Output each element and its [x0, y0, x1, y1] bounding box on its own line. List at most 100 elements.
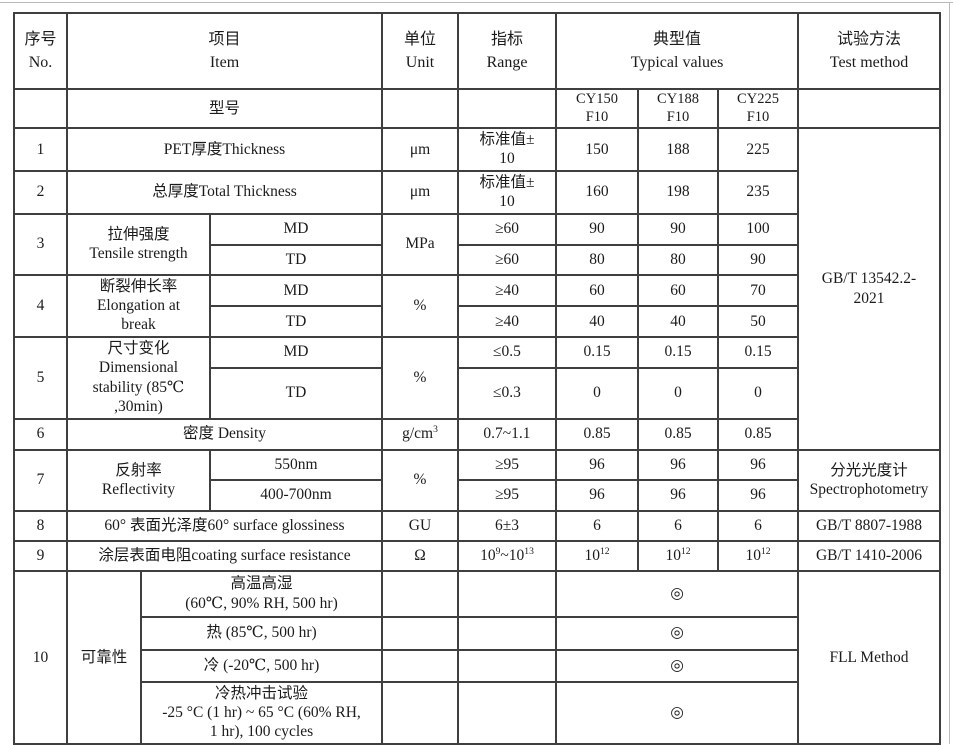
row-number: 4	[13, 273, 68, 338]
header-range-cell: 指标 Range	[457, 12, 557, 90]
row-number: 2	[13, 169, 68, 215]
item-cell: 可靠性	[66, 569, 142, 745]
row-number: 5	[13, 335, 68, 420]
range-cell: ≥40	[457, 273, 557, 308]
table-row-2: 2 总厚度Total Thickness μm 标准值± 10 160 198 …	[13, 169, 940, 215]
value-sup: 12	[760, 545, 771, 557]
table-row-10-cold: 冷 (-20℃, 500 hr) ◎	[14, 648, 940, 683]
range-cell: ≥95	[457, 479, 557, 512]
value-cell: 6	[717, 509, 799, 542]
unit-cell: GU	[381, 509, 459, 542]
value-cell: 0.85	[555, 417, 639, 451]
item-cell: 涂层表面电阻coating surface resistance	[66, 539, 383, 572]
model-cell-cy188: CY188 F10	[637, 88, 719, 129]
empty-cell	[381, 680, 459, 745]
direction-cell: 550nm	[209, 448, 383, 481]
value-cell: 188	[637, 127, 719, 172]
value-cell: 50	[717, 305, 799, 338]
empty-cell	[457, 569, 557, 618]
item-cell: 60° 表面光泽度60° surface glossiness	[66, 509, 383, 542]
unit-cell: μm	[381, 169, 459, 215]
model-cell-cy225: CY225 F10	[717, 88, 799, 129]
value-cell: 150	[555, 127, 639, 172]
header-unit-cell: 单位 Unit	[381, 12, 459, 90]
table-row-10-thermal-shock: 冷热冲击试验 -25 °C (1 hr) ~ 65 °C (60% RH, 1 …	[14, 680, 940, 745]
condition-cell: 冷热冲击试验 -25 °C (1 hr) ~ 65 °C (60% RH, 1 …	[140, 680, 383, 745]
value-cell: 235	[717, 169, 799, 215]
range-cell: ≥95	[457, 448, 557, 481]
range-cell: 0.7~1.1	[457, 417, 557, 451]
table-row-7-550nm: 7 反射率 Reflectivity 550nm % ≥95 96 96 96 …	[13, 448, 941, 512]
range-cell: ≥40	[457, 305, 557, 338]
empty-cell	[797, 88, 941, 129]
value-cell: 96	[717, 479, 799, 512]
range-base: ~10	[500, 546, 525, 564]
table-row-10-humidity: 10 可靠性 高温高湿 (60℃, 90% RH, 500 hr) ◎ FLL …	[13, 569, 941, 745]
value-cell: 0.15	[717, 335, 799, 369]
range-sup: 9	[495, 545, 501, 557]
value-cell: 0.85	[637, 417, 719, 451]
row-number: 9	[13, 539, 68, 572]
unit-cell: g/cm3	[381, 417, 459, 451]
item-cell: 反射率 Reflectivity	[66, 448, 211, 512]
unit-cell: %	[381, 335, 459, 420]
direction-cell: MD	[209, 273, 383, 308]
row-number: 10	[13, 569, 68, 745]
value-base: 10	[665, 546, 681, 564]
page-border-right	[949, 2, 950, 744]
range-cell: ≥60	[457, 244, 557, 276]
model-cell-cy150: CY150 F10	[555, 88, 639, 129]
row-number: 3	[13, 212, 68, 276]
value-cell: 90	[717, 244, 799, 276]
range-cell: ≤0.5	[457, 335, 557, 369]
condition-cell: 高温高湿 (60℃, 90% RH, 500 hr)	[140, 569, 383, 618]
value-cell: 0.15	[555, 335, 639, 369]
direction-cell: MD	[209, 212, 383, 246]
value-cell: 1012	[637, 539, 719, 572]
value-cell: 1012	[555, 539, 639, 572]
value-cell: 96	[555, 448, 639, 481]
header-row: 序号 No. 项目 Item 单位 Unit 指标 Range 典型值 Typi…	[13, 12, 941, 90]
header-item-cell: 项目 Item	[66, 12, 383, 90]
range-cell: ≤0.3	[457, 367, 557, 420]
table-row-9: 9 涂层表面电阻coating surface resistance Ω 109…	[13, 539, 941, 572]
value-cell: 96	[717, 448, 799, 481]
table-row-5-td: TD ≤0.3 0 0 0	[14, 367, 940, 420]
range-base: 10	[480, 546, 496, 564]
value-cell: 70	[717, 273, 799, 308]
direction-cell: TD	[209, 367, 383, 420]
direction-cell: MD	[209, 335, 383, 369]
value-cell: 60	[637, 273, 719, 308]
empty-cell	[457, 680, 557, 745]
value-cell: 6	[637, 509, 719, 542]
value-cell: 198	[637, 169, 719, 215]
unit-sup: 3	[433, 424, 438, 436]
value-sup: 12	[599, 545, 610, 557]
row-number: 8	[13, 509, 68, 542]
item-cell: 尺寸变化 Dimensional stability (85℃ ,30min)	[66, 335, 211, 420]
value-base: 10	[584, 546, 600, 564]
unit-base: g/cm	[402, 425, 434, 443]
model-label-cell: 型号	[66, 88, 383, 129]
value-cell: 90	[637, 212, 719, 246]
row-number: 7	[13, 448, 68, 512]
empty-cell	[457, 88, 557, 129]
item-cell: 密度 Density	[66, 417, 383, 451]
value-cell: 40	[555, 305, 639, 338]
value-cell: 6	[555, 509, 639, 542]
header-typical-cell: 典型值 Typical values	[555, 12, 799, 90]
empty-cell	[381, 88, 459, 129]
empty-cell	[381, 615, 459, 651]
spec-table: 序号 No. 项目 Item 单位 Unit 指标 Range 典型值 Typi…	[13, 12, 941, 745]
value-cell: 40	[637, 305, 719, 338]
result-cell: ◎	[555, 648, 799, 683]
value-cell: 0.15	[637, 335, 719, 369]
range-cell: 109~1013	[457, 539, 557, 572]
range-cell: ≥60	[457, 212, 557, 246]
table-row-4-td: TD ≥40 40 40 50	[14, 305, 940, 338]
table-row-10-heat: 热 (85℃, 500 hr) ◎	[14, 615, 940, 651]
empty-cell	[457, 615, 557, 651]
item-cell: 拉伸强度 Tensile strength	[66, 212, 211, 276]
unit-cell: μm	[381, 127, 459, 172]
method-cell: FLL Method	[797, 569, 941, 745]
